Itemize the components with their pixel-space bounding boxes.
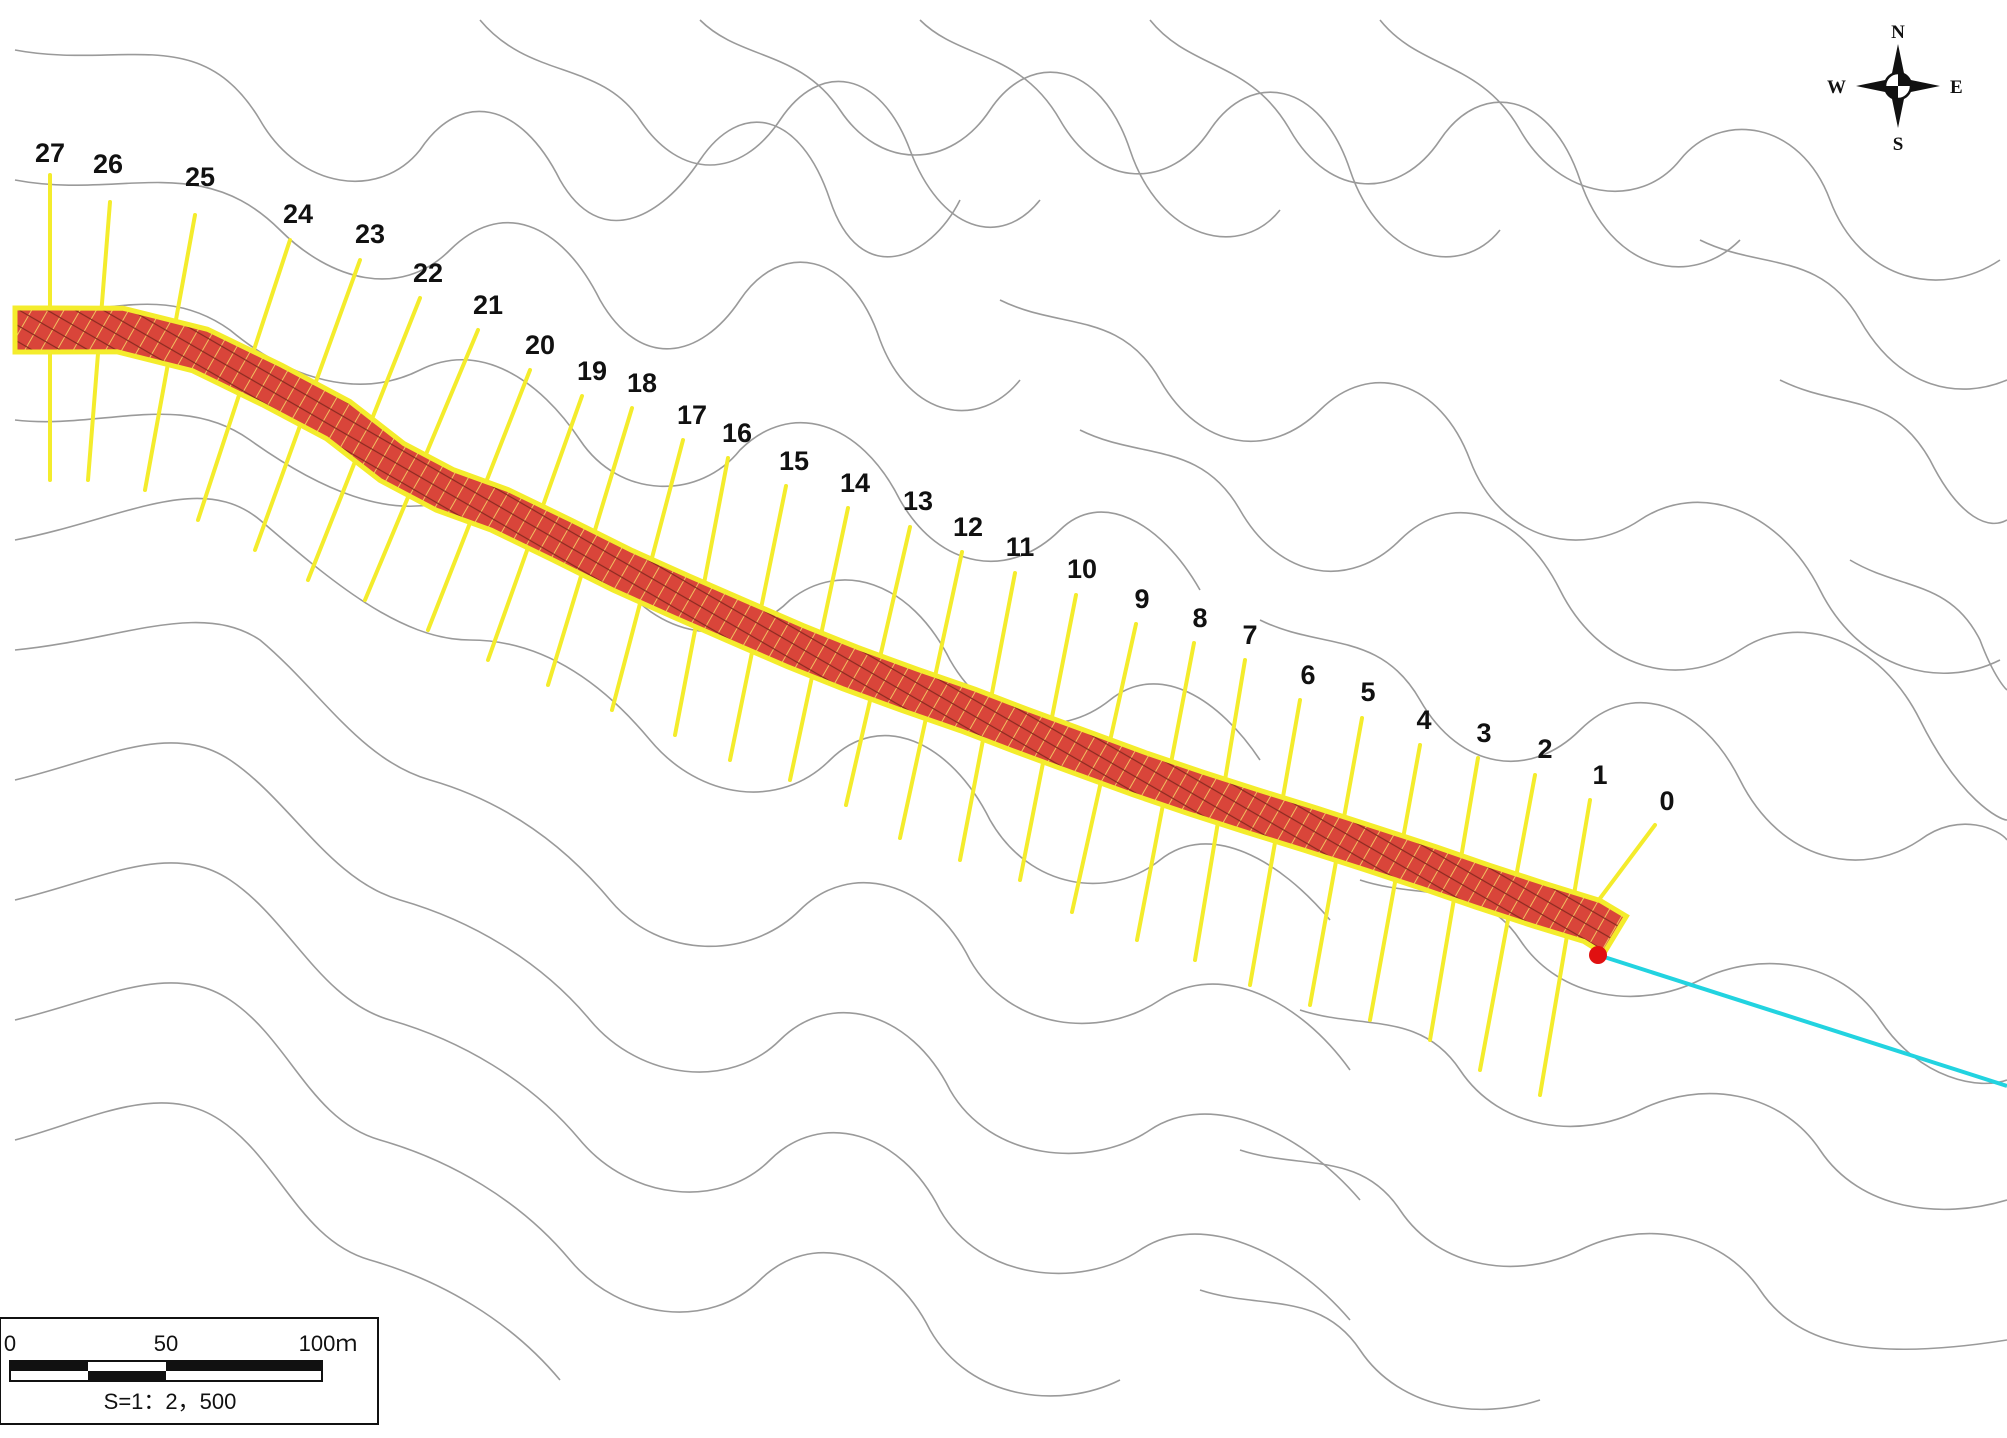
station-label: 15 xyxy=(779,446,809,476)
contour-line xyxy=(14,413,1261,761)
contour-line xyxy=(919,19,1501,258)
station-label: 13 xyxy=(903,486,933,516)
cross-section-line xyxy=(1368,743,1422,1022)
station-label: 19 xyxy=(577,356,607,386)
cross-section-lines xyxy=(48,173,1657,1097)
contour-line xyxy=(1299,1009,2007,1211)
compass-east-label: E xyxy=(1950,77,1963,98)
station-label: 9 xyxy=(1134,584,1149,614)
contour-line xyxy=(14,742,1361,1201)
contour-line xyxy=(14,49,961,258)
station-label: 25 xyxy=(185,162,215,192)
station-label: 22 xyxy=(413,258,443,288)
station-label: 17 xyxy=(677,400,707,430)
contour-line xyxy=(1379,19,2001,281)
compass-rose: N S E W xyxy=(1827,22,1963,155)
contour-line xyxy=(1699,239,2007,390)
compass-west-label: W xyxy=(1827,77,1846,98)
contour-line xyxy=(14,179,1021,412)
start-point xyxy=(1589,946,1607,964)
station-label: 18 xyxy=(627,368,657,398)
station-label: 14 xyxy=(840,468,870,498)
station-label: 16 xyxy=(722,418,752,448)
scale-ratio: S=1：2，500 xyxy=(104,1389,237,1414)
contour-line xyxy=(14,497,1331,921)
station-label: 20 xyxy=(525,330,555,360)
scale-tick-100: 100ｍ xyxy=(299,1331,358,1356)
station-label: 3 xyxy=(1476,718,1491,748)
station-label: 23 xyxy=(355,219,385,249)
contour-line xyxy=(1779,379,2007,525)
station-label: 12 xyxy=(953,512,983,542)
scale-tick-0: 0 xyxy=(4,1331,16,1356)
cross-section-line xyxy=(1538,798,1592,1097)
contour-line xyxy=(1849,559,2007,691)
contour-line xyxy=(999,299,2001,674)
downstream-channel xyxy=(1597,953,2007,1088)
station-label: 26 xyxy=(93,149,123,179)
contour-line xyxy=(479,19,1041,228)
contour-line xyxy=(1239,1149,2007,1351)
station-label: 2 xyxy=(1537,734,1552,764)
station-label: 0 xyxy=(1659,786,1674,816)
cross-section-line xyxy=(1478,773,1537,1072)
station-label: 21 xyxy=(473,290,503,320)
contour-line xyxy=(14,621,1351,1071)
contour-line xyxy=(14,303,1201,591)
contour-line xyxy=(1149,19,1741,268)
station-label: 4 xyxy=(1416,705,1431,735)
station-label: 11 xyxy=(1006,532,1035,562)
scale-tick-50: 50 xyxy=(154,1331,178,1356)
station-label: 7 xyxy=(1242,620,1257,650)
compass-south-label: S xyxy=(1893,134,1904,155)
contour-line xyxy=(14,982,1121,1397)
station-label: 6 xyxy=(1300,660,1315,690)
station-labels: 0123456789101112131415161718192021222324… xyxy=(35,138,1675,816)
cross-section-line xyxy=(1593,823,1657,907)
contour-line xyxy=(699,19,1281,238)
station-label: 24 xyxy=(283,199,313,229)
contour-line xyxy=(14,1102,561,1381)
station-label: 1 xyxy=(1592,760,1607,790)
contour-line xyxy=(14,862,1351,1321)
station-label: 5 xyxy=(1360,677,1375,707)
contour-line xyxy=(1199,1289,1541,1411)
contour-line xyxy=(1079,429,2007,821)
station-label: 8 xyxy=(1192,603,1207,633)
contour-lines xyxy=(14,19,2007,1411)
compass-north-label: N xyxy=(1891,22,1905,43)
station-label: 27 xyxy=(35,138,65,168)
station-label: 10 xyxy=(1067,554,1097,584)
contour-line xyxy=(1259,619,2007,861)
scale-bar: 0 50 100ｍ S=1：2，500 xyxy=(0,1317,379,1425)
channel-corridor xyxy=(12,305,1630,958)
corridor-area xyxy=(12,305,1630,958)
